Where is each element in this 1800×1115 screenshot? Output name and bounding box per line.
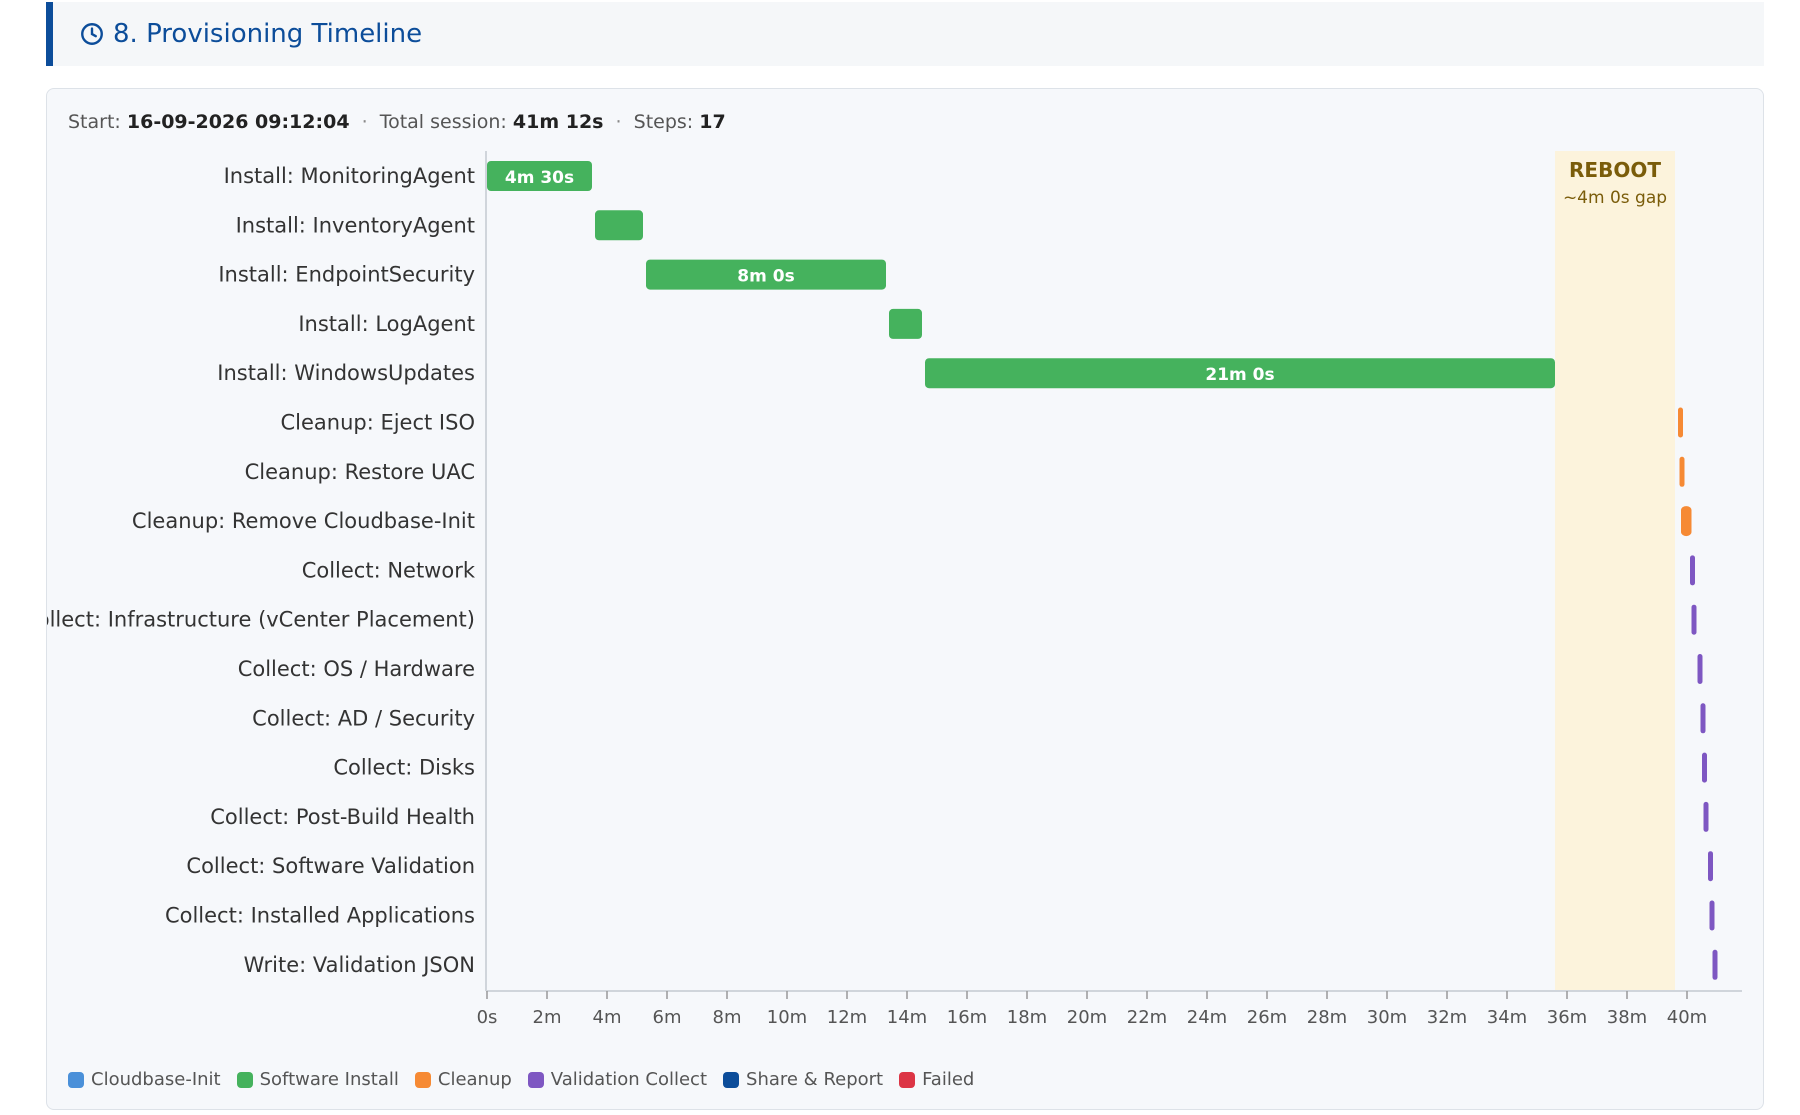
x-tick-label: 34m [1487, 1007, 1527, 1028]
task-label: Install: EndpointSecurity [218, 263, 475, 287]
legend-label: Cloudbase-Init [91, 1069, 221, 1090]
legend-item: Cloudbase-Init [68, 1069, 221, 1090]
x-tick-label: 10m [767, 1007, 807, 1028]
legend-swatch [527, 1071, 544, 1088]
x-tick-label: 24m [1187, 1007, 1227, 1028]
task-bar [1678, 407, 1683, 438]
task-label: Collect: Network [302, 558, 476, 582]
task-label: Collect: Post-Build Health [210, 805, 475, 829]
task-bar-duration-label: 4m 30s [505, 168, 574, 188]
x-tick-label: 6m [653, 1007, 682, 1028]
task-bar [595, 210, 643, 241]
task-label: Collect: Disks [333, 756, 475, 780]
separator: · [361, 111, 368, 133]
chart-legend: Cloudbase-Init Software Install Cleanup Val… [68, 1069, 974, 1090]
task-bar [1702, 752, 1707, 783]
task-label: Collect: Software Validation [186, 854, 475, 878]
legend-item: Software Install [236, 1069, 399, 1090]
x-tick-label: 38m [1607, 1007, 1647, 1028]
legend-swatch [236, 1071, 253, 1088]
task-bar-duration-label: 21m 0s [1205, 365, 1274, 385]
reboot-label: REBOOT [1569, 158, 1661, 182]
steps-value: 17 [699, 111, 726, 133]
legend-swatch [68, 1071, 84, 1088]
task-label: Write: Validation JSON [244, 953, 475, 977]
legend-item: Validation Collect [527, 1069, 708, 1090]
session-summary: Start: 16-09-2026 09:12:04 · Total sessi… [68, 111, 726, 133]
task-bar [1697, 654, 1703, 684]
x-tick-label: 26m [1247, 1007, 1287, 1028]
section-title: 8. Provisioning Timeline [113, 19, 423, 49]
task-label: Install: WindowsUpdates [217, 361, 475, 385]
provisioning-gantt-chart: REBOOT ~4m 0s gap 0s 2m 4m 6m 8m 10m 12m 14m 16m 18… [47, 151, 1742, 1028]
task-label: Cleanup: Eject ISO [280, 411, 475, 435]
clock-icon [81, 23, 103, 45]
legend-item: Share & Report [723, 1069, 883, 1090]
task-bar [1703, 801, 1709, 832]
task-bar [646, 259, 886, 290]
task-bar [1679, 456, 1685, 487]
task-label: Collect: AD / Security [252, 706, 475, 730]
reboot-gap-label: ~4m 0s gap [1563, 188, 1667, 208]
legend-label: Share & Report [746, 1069, 884, 1090]
task-bar [925, 358, 1555, 389]
task-bar [1691, 604, 1697, 635]
task-bar [487, 161, 592, 191]
legend-swatch [414, 1071, 431, 1088]
separator: · [615, 111, 622, 133]
timeline-card: Start: 16-09-2026 09:12:04 · Total sessi… [46, 88, 1764, 1110]
task-label: Install: MonitoringAgent [224, 164, 475, 188]
total-session-label: Total session: [379, 111, 507, 133]
task-bar [1709, 900, 1715, 931]
task-label: Install: LogAgent [298, 312, 475, 336]
task-bar [1700, 703, 1706, 734]
start-label: Start: [68, 111, 121, 133]
x-tick-label: 32m [1427, 1007, 1467, 1028]
task-label: Collect: Installed Applications [165, 904, 475, 928]
legend-item: Cleanup [414, 1069, 512, 1090]
x-tick-label: 18m [1007, 1007, 1047, 1028]
task-bar [889, 308, 922, 339]
x-tick-label: 30m [1367, 1007, 1407, 1028]
task-bar-duration-label: 8m 0s [737, 267, 794, 287]
x-tick-label: 16m [947, 1007, 987, 1028]
legend-label: Validation Collect [550, 1069, 708, 1090]
task-label: Cleanup: Remove Cloudbase-Init [132, 509, 475, 533]
task-label: Collect: OS / Hardware [238, 657, 475, 681]
task-bar [1681, 506, 1692, 537]
task-label: Install: InventoryAgent [236, 213, 475, 237]
task-bar [1690, 555, 1695, 586]
x-tick-label: 2m [533, 1007, 562, 1028]
task-label: Collect: Infrastructure (vCenter Placeme… [47, 608, 475, 632]
section-header: 8. Provisioning Timeline [46, 2, 1764, 66]
x-tick-label: 36m [1547, 1007, 1587, 1028]
reboot-band [1555, 151, 1675, 991]
x-tick-label: 40m [1667, 1007, 1707, 1028]
legend-item: Failed [899, 1069, 974, 1090]
start-value: 16-09-2026 09:12:04 [126, 111, 350, 133]
steps-label: Steps: [633, 111, 694, 133]
legend-swatch [899, 1071, 916, 1088]
x-tick-label: 20m [1067, 1007, 1107, 1028]
legend-swatch [723, 1071, 740, 1088]
legend-label: Cleanup [437, 1069, 512, 1090]
task-label: Cleanup: Restore UAC [245, 460, 475, 484]
x-tick-label: 0s [477, 1007, 498, 1028]
task-bar [1708, 851, 1713, 882]
x-tick-label: 12m [827, 1007, 867, 1028]
x-tick-label: 14m [887, 1007, 927, 1028]
total-session-value: 41m 12s [512, 111, 604, 133]
task-bar [1712, 949, 1718, 980]
x-tick-label: 22m [1127, 1007, 1167, 1028]
legend-label: Software Install [259, 1069, 399, 1090]
x-tick-label: 8m [713, 1007, 742, 1028]
legend-label: Failed [922, 1069, 975, 1090]
x-tick-label: 28m [1307, 1007, 1347, 1028]
x-tick-label: 4m [593, 1007, 622, 1028]
